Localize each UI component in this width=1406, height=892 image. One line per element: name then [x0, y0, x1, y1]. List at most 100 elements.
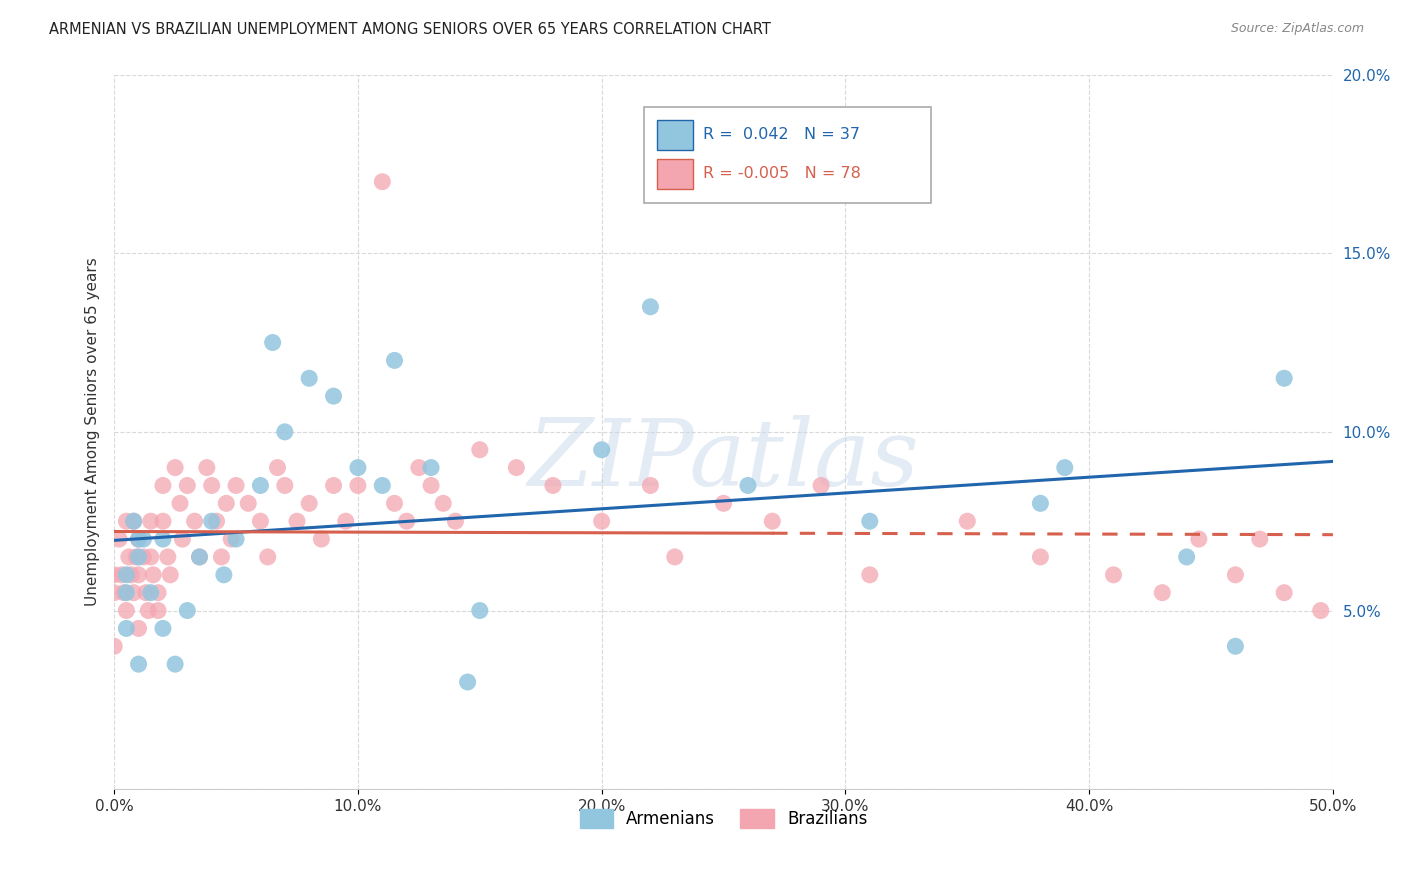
Point [859, 514, 882, 528]
Point [384, 496, 406, 510]
Point [371, 175, 394, 189]
Point [132, 549, 155, 564]
Point [219, 532, 242, 546]
Point [225, 478, 247, 492]
FancyBboxPatch shape [644, 107, 931, 203]
Point [169, 496, 191, 510]
Point [298, 496, 321, 510]
Point [311, 532, 333, 546]
Point [1225, 640, 1247, 654]
Point [1249, 532, 1271, 546]
Point [420, 478, 443, 492]
Point [1029, 496, 1052, 510]
Point [172, 532, 194, 546]
Point [152, 621, 174, 635]
Y-axis label: Unemployment Among Seniors over 65 years: Unemployment Among Seniors over 65 years [86, 258, 100, 607]
Point [810, 478, 832, 492]
Point [256, 549, 278, 564]
Point [146, 585, 169, 599]
Point [444, 514, 467, 528]
Point [152, 478, 174, 492]
Point [139, 585, 162, 599]
Point [1053, 460, 1076, 475]
Point [591, 514, 613, 528]
Point [457, 675, 479, 690]
Point [152, 514, 174, 528]
Point [183, 514, 205, 528]
Point [664, 549, 686, 564]
Point [274, 425, 297, 439]
Point [146, 603, 169, 617]
Point [347, 478, 370, 492]
Point [103, 585, 125, 599]
Point [541, 478, 564, 492]
FancyBboxPatch shape [657, 120, 693, 150]
Point [1102, 567, 1125, 582]
Point [395, 514, 418, 528]
Point [285, 514, 308, 528]
Point [139, 549, 162, 564]
Point [156, 549, 179, 564]
Point [165, 657, 187, 672]
Point [188, 549, 211, 564]
Point [249, 514, 271, 528]
Text: R = -0.005   N = 78: R = -0.005 N = 78 [703, 167, 860, 181]
Point [591, 442, 613, 457]
Point [1272, 371, 1295, 385]
Point [122, 514, 145, 528]
Point [640, 478, 662, 492]
Point [1152, 585, 1174, 599]
Point [188, 549, 211, 564]
Point [298, 371, 321, 385]
Point [371, 478, 394, 492]
Point [266, 460, 288, 475]
Point [201, 514, 224, 528]
Point [136, 603, 159, 617]
Point [322, 478, 344, 492]
Point [468, 603, 491, 617]
Text: R =  0.042   N = 37: R = 0.042 N = 37 [703, 127, 860, 142]
Point [128, 549, 150, 564]
Point [115, 585, 138, 599]
Point [128, 532, 150, 546]
Point [262, 335, 284, 350]
Text: Source: ZipAtlas.com: Source: ZipAtlas.com [1230, 22, 1364, 36]
Point [110, 567, 132, 582]
Point [408, 460, 430, 475]
Point [384, 353, 406, 368]
Point [135, 585, 157, 599]
Point [176, 478, 198, 492]
Point [347, 460, 370, 475]
Point [205, 514, 228, 528]
Point [505, 460, 527, 475]
Point [274, 478, 297, 492]
Point [120, 567, 142, 582]
Point [215, 496, 238, 510]
Point [761, 514, 783, 528]
Text: ARMENIAN VS BRAZILIAN UNEMPLOYMENT AMONG SENIORS OVER 65 YEARS CORRELATION CHART: ARMENIAN VS BRAZILIAN UNEMPLOYMENT AMONG… [49, 22, 770, 37]
Point [859, 567, 882, 582]
Point [201, 478, 224, 492]
Point [142, 567, 165, 582]
Point [159, 567, 181, 582]
Point [249, 478, 271, 492]
Point [1272, 585, 1295, 599]
Text: ZIPatlas: ZIPatlas [527, 416, 920, 506]
Point [112, 585, 135, 599]
Point [713, 496, 735, 510]
Point [212, 567, 235, 582]
Point [115, 603, 138, 617]
FancyBboxPatch shape [657, 159, 693, 189]
Point [225, 532, 247, 546]
Point [1188, 532, 1211, 546]
Point [640, 300, 662, 314]
Point [103, 640, 125, 654]
Point [128, 621, 150, 635]
Point [420, 460, 443, 475]
Legend: Armenians, Brazilians: Armenians, Brazilians [574, 802, 875, 835]
Point [115, 514, 138, 528]
Point [322, 389, 344, 403]
Point [152, 532, 174, 546]
Point [118, 549, 141, 564]
Point [122, 585, 145, 599]
